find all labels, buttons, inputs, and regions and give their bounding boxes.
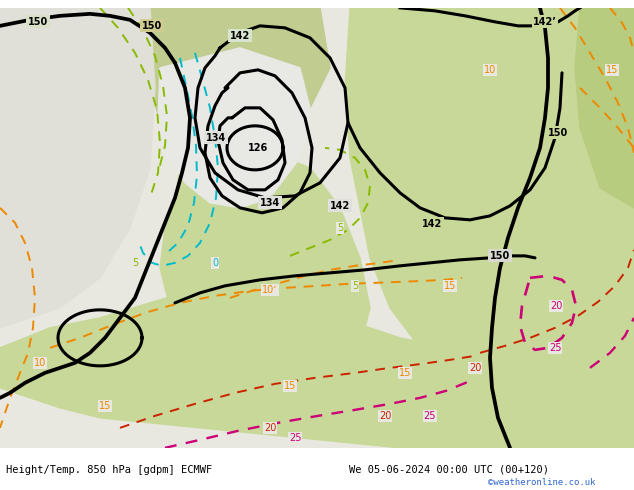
Polygon shape	[160, 148, 370, 378]
Text: 15: 15	[284, 381, 296, 391]
Text: We 05-06-2024 00:00 UTC (00+120): We 05-06-2024 00:00 UTC (00+120)	[349, 465, 548, 475]
Text: 150: 150	[28, 17, 48, 27]
Text: 15: 15	[444, 281, 456, 291]
Text: 5: 5	[132, 258, 138, 268]
Text: 150: 150	[548, 128, 568, 138]
Text: 10ʼ: 10ʼ	[262, 285, 278, 295]
Text: 20: 20	[264, 423, 276, 433]
Polygon shape	[345, 8, 634, 448]
Text: 20: 20	[550, 301, 562, 311]
Text: 142: 142	[230, 31, 250, 41]
Polygon shape	[575, 8, 634, 208]
Text: 25: 25	[288, 433, 301, 443]
Text: 142’: 142’	[533, 17, 557, 27]
Text: 150: 150	[490, 251, 510, 261]
Text: 134: 134	[206, 133, 226, 143]
Polygon shape	[158, 48, 310, 208]
Text: 142: 142	[330, 201, 350, 211]
Text: 15: 15	[99, 401, 111, 411]
Text: 142: 142	[422, 219, 442, 229]
Text: 15: 15	[399, 368, 411, 378]
Text: 0: 0	[212, 258, 218, 268]
Text: 10: 10	[34, 358, 46, 368]
Text: 134: 134	[260, 198, 280, 208]
Text: 10: 10	[484, 65, 496, 75]
Text: 150: 150	[142, 21, 162, 31]
Text: 25: 25	[424, 411, 436, 421]
Polygon shape	[148, 8, 330, 168]
Text: 25: 25	[549, 343, 561, 353]
Text: 15: 15	[606, 65, 618, 75]
Polygon shape	[0, 288, 634, 448]
Text: Height/Temp. 850 hPa [gdpm] ECMWF: Height/Temp. 850 hPa [gdpm] ECMWF	[6, 465, 212, 475]
Text: 20: 20	[378, 411, 391, 421]
Polygon shape	[0, 8, 155, 328]
Text: 20: 20	[469, 363, 481, 373]
Text: 5: 5	[352, 281, 358, 291]
Text: 5: 5	[337, 223, 343, 233]
Text: ©weatheronline.co.uk: ©weatheronline.co.uk	[488, 478, 596, 487]
Text: 126: 126	[248, 143, 268, 153]
